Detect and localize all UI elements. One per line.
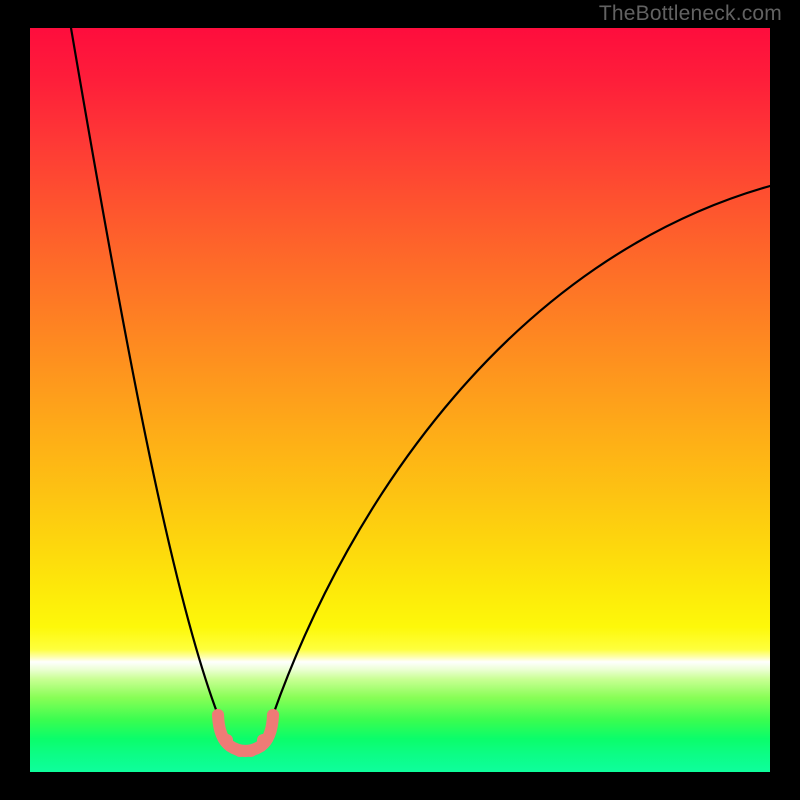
notch-dot [245,745,257,757]
watermark-text: TheBottleneck.com [599,2,782,26]
notch-dot [267,709,279,721]
notch-dot [257,734,269,746]
notch-dot [234,745,246,757]
gradient-background [30,28,770,772]
notch-dot [212,709,224,721]
bottleneck-chart [0,0,800,800]
plot-area [30,28,770,772]
notch-dot [221,734,233,746]
